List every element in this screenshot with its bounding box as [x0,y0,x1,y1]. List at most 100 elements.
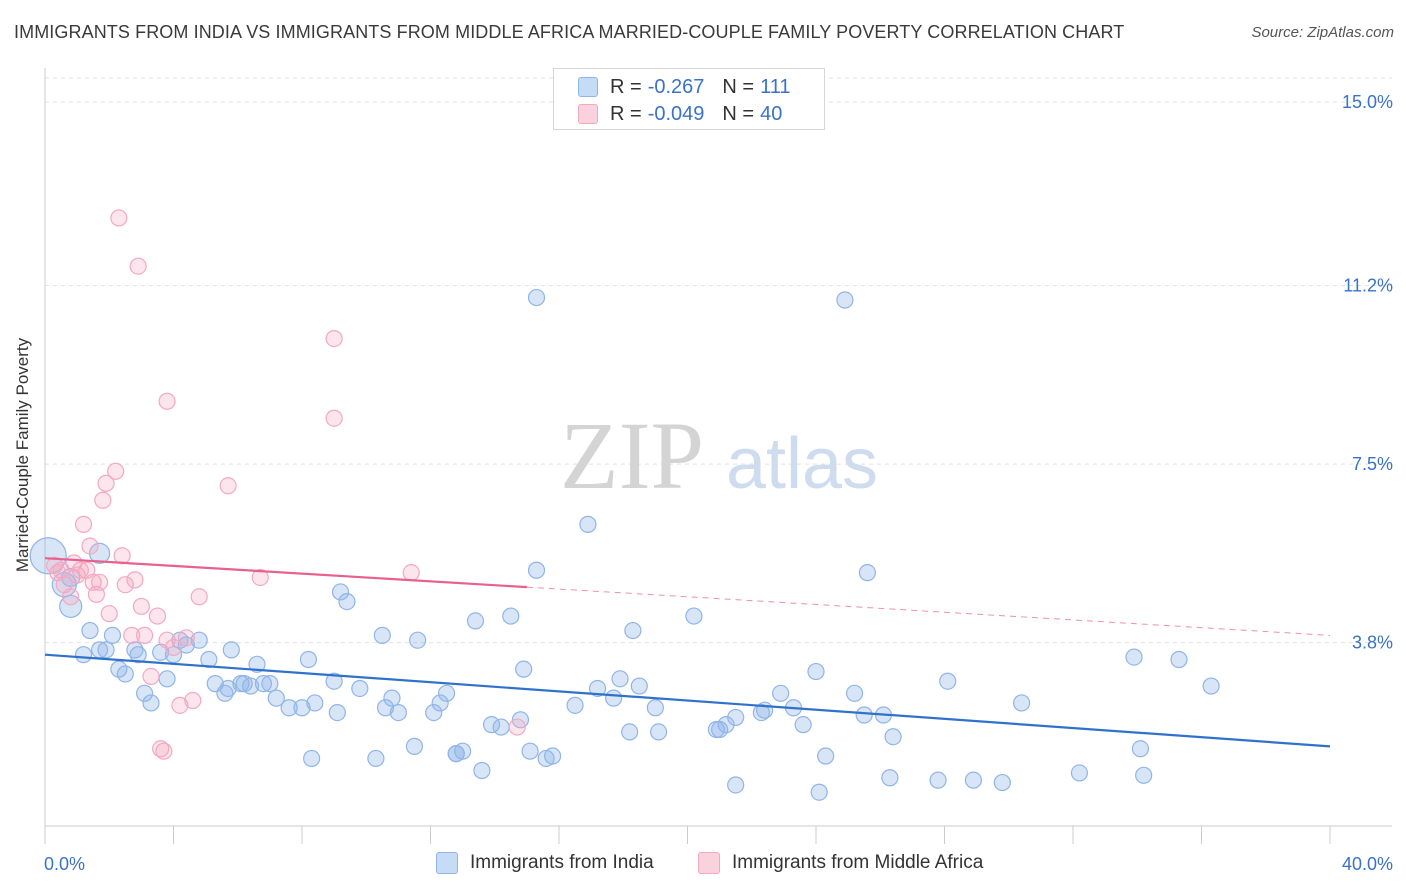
series-name-india: Immigrants from India [470,852,654,873]
correlation-legend: R = -0.267 N = 111 R = -0.049 N = 40 [553,68,825,130]
data-point [216,684,234,702]
data-point [142,694,160,712]
data-point [508,718,526,736]
data-point [836,291,854,309]
data-point [810,783,828,801]
data-point [97,641,115,659]
data-point [325,672,343,690]
data-point [1070,764,1089,782]
data-point [293,699,311,717]
data-point [383,689,401,707]
data-point [152,740,170,758]
y-tick-label: 11.2% [1343,276,1393,296]
data-point [425,703,443,722]
data-point [473,761,491,780]
data-point [807,662,825,681]
chart-title: IMMIGRANTS FROM INDIA VS IMMIGRANTS FROM… [14,22,1125,42]
data-point [251,568,269,587]
legend-row-india: R = -0.267 N = 111 [578,75,791,99]
x-tick-label-min: 0.0% [44,854,85,874]
data-point [74,646,93,664]
data-point [855,706,873,724]
data-point [772,684,790,702]
y-tick-label: 3.8% [1352,633,1393,653]
data-point [71,561,89,579]
data-point [527,561,546,579]
data-point [129,646,147,664]
watermark: ZIP atlas [560,402,878,509]
series-legend-india: Immigrants from India [436,852,654,874]
data-point [752,703,770,722]
data-point [267,689,285,707]
y-tick-label: 15.0% [1342,92,1393,112]
data-point [929,771,947,789]
data-point [97,474,115,492]
data-point [373,626,391,644]
data-point [351,679,369,698]
data-point [164,646,183,664]
data-point [964,771,983,789]
data-point [685,607,703,625]
data-point [502,607,520,625]
data-point [110,209,128,227]
data-point [248,655,266,673]
legend-r-value-india: -0.267 [647,75,705,98]
x-tick-label-max: 40.0% [1342,854,1393,874]
data-point [884,728,902,746]
legend-swatch-middle-africa [578,104,598,124]
data-point [126,641,144,659]
data-point [521,742,539,760]
data-point [727,708,745,727]
trend-line-middle-africa [44,557,527,589]
data-point [376,699,395,717]
data-point [367,749,385,768]
data-point [939,672,957,690]
data-point [158,631,176,649]
data-point [219,477,237,495]
data-point [624,621,642,640]
data-point [711,720,729,739]
trend-lines [44,557,1331,748]
data-point [649,723,668,741]
data-point [68,566,86,584]
data-point [135,684,154,702]
legend-swatch-india [578,77,598,97]
data-point [100,605,118,623]
series-legend-middle-africa: Immigrants from Middle Africa [698,852,983,874]
data-point [605,689,623,707]
data-point [129,257,147,275]
data-point [492,718,510,736]
data-point [566,696,584,714]
data-point [306,694,324,712]
data-point [1131,740,1150,758]
data-point [1202,677,1220,695]
data-point [94,491,112,509]
data-point [74,515,93,533]
data-point [171,696,189,714]
legend-n-value-india: 111 [760,75,791,98]
data-point [190,631,208,649]
series-swatch-middle-africa [698,852,720,874]
data-point [81,621,99,640]
y-tick-label: 7.5% [1352,454,1393,474]
data-point [103,626,122,644]
data-point [1170,650,1188,669]
legend-r-label: R = [610,102,642,125]
data-point [431,694,449,712]
data-point [402,564,420,582]
data-point [527,288,546,307]
data-point [242,677,260,695]
data-point [1012,694,1031,712]
data-point [148,607,167,625]
data-point [116,665,134,683]
data-point [858,564,877,582]
data-point [164,638,183,657]
data-point [630,677,648,695]
source-label: Source: ZipAtlas.com [1251,24,1394,41]
legend-r-value-middle-africa: -0.049 [647,102,705,125]
data-point [126,571,144,589]
data-point [447,745,465,763]
data-point [303,749,321,768]
data-point [158,670,176,688]
